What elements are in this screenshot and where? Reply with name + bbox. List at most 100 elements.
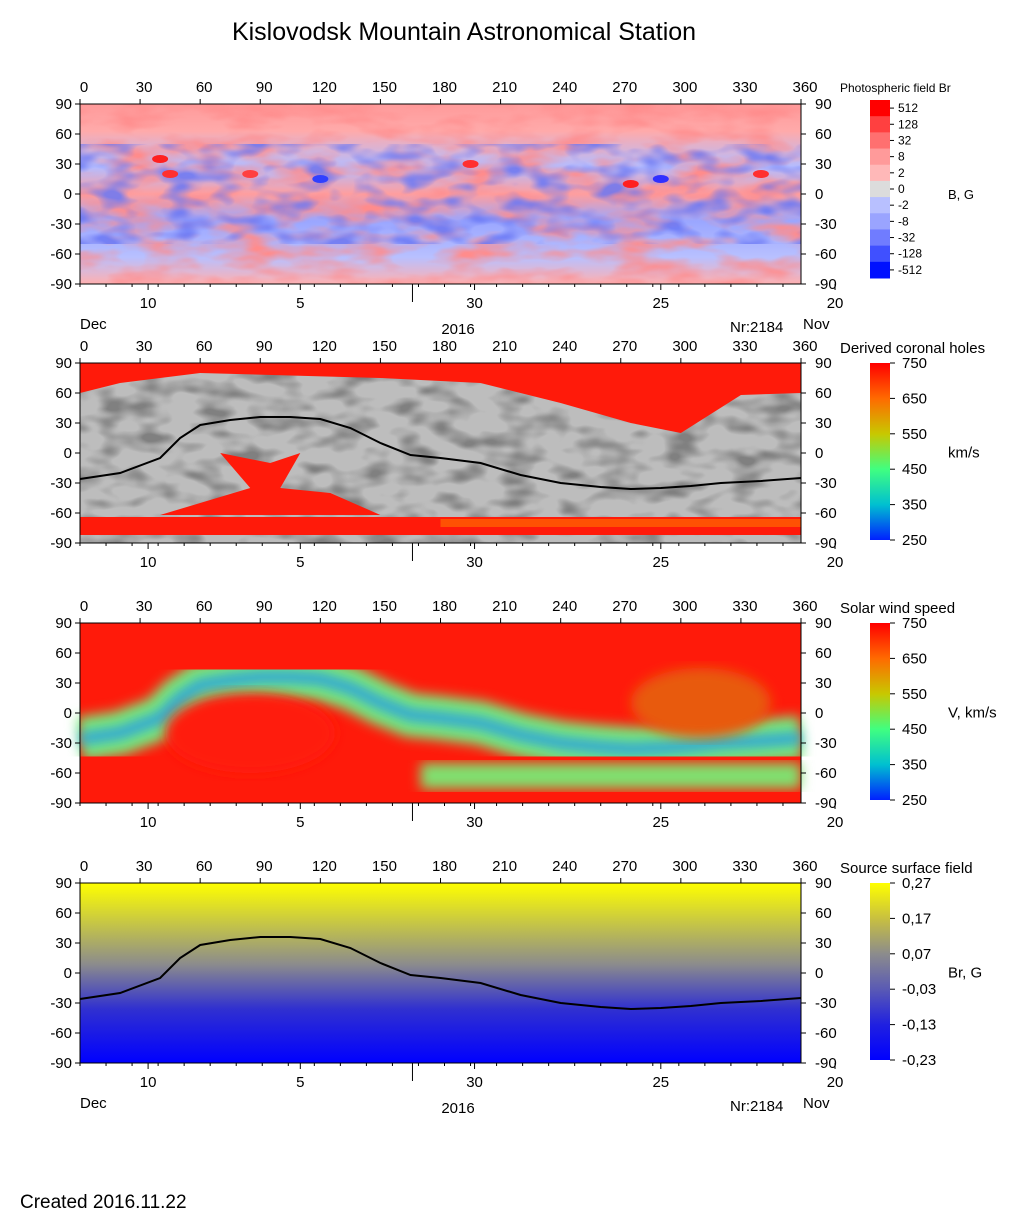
date-tick-label: 30 <box>466 554 483 571</box>
colorbar-tick-label: 550 <box>902 426 927 443</box>
colorbar-tick-label: 450 <box>902 461 927 478</box>
lat-tick-label-left: 90 <box>55 96 72 113</box>
lon-tick-label: 180 <box>432 338 457 355</box>
lon-tick-label: 330 <box>732 858 757 875</box>
date-tick-label: 10 <box>140 554 157 571</box>
date-tick-label: 25 <box>652 295 669 312</box>
colorbar-segment <box>870 229 890 247</box>
lat-tick-label-left: -90 <box>50 535 72 552</box>
colorbar-tick-label: 0 <box>898 182 905 196</box>
lon-tick-label: 30 <box>136 79 153 96</box>
lon-tick-label: 30 <box>136 598 153 615</box>
lat-tick-label-right: 0 <box>815 186 823 203</box>
lat-tick-label-right: 90 <box>815 875 832 892</box>
date-tick-label: 5 <box>296 295 304 312</box>
right-month-label: Nov <box>803 316 830 333</box>
lon-tick-label: 300 <box>672 338 697 355</box>
lon-tick-label: 360 <box>792 598 817 615</box>
colorbar-gradient <box>870 363 890 540</box>
page-title: Kislovodsk Mountain Astronomical Station <box>231 18 697 46</box>
photospheric-negative-patches <box>80 144 801 244</box>
lat-tick-label-left: 0 <box>64 186 72 203</box>
lon-tick-label: 300 <box>672 79 697 96</box>
lon-tick-label: 240 <box>552 338 577 355</box>
rotation-label: Nr:2184 <box>730 319 783 336</box>
lon-tick-label: 150 <box>372 79 397 96</box>
colorbar-unit: km/s <box>948 445 980 462</box>
lat-tick-label-left: 90 <box>55 615 72 632</box>
equatorial-fast-stream <box>165 693 336 773</box>
lat-tick-label-left: 0 <box>64 705 72 722</box>
year-label: 2016 <box>441 321 474 338</box>
lon-tick-label: 150 <box>372 338 397 355</box>
date-tick-label: 20 <box>827 295 844 312</box>
lat-tick-label-right: 60 <box>815 385 832 402</box>
lon-tick-label: 0 <box>80 79 88 96</box>
active-region <box>652 175 669 183</box>
lon-tick-label: 90 <box>256 598 273 615</box>
lat-tick-label-left: -30 <box>50 735 72 752</box>
neutral-line <box>79 936 802 1011</box>
lat-tick-label-left: 0 <box>64 445 72 462</box>
date-tick-label: 10 <box>140 1074 157 1091</box>
lat-tick-label-left: 30 <box>55 415 72 432</box>
colorbar-tick-label: 8 <box>898 150 905 164</box>
lon-tick-label: 0 <box>80 858 88 875</box>
colorbar-tick-label: 512 <box>898 101 918 115</box>
colorbar-unit: V, km/s <box>948 705 997 722</box>
colorbar-tick-label: 650 <box>902 390 927 407</box>
lat-tick-label-right: -30 <box>815 735 837 752</box>
colorbar-segment <box>870 213 890 230</box>
lon-tick-label: 240 <box>552 858 577 875</box>
date-tick-label: 30 <box>466 1074 483 1091</box>
colorbar-tick-label: 0,17 <box>902 910 931 927</box>
lon-tick-label: 30 <box>136 338 153 355</box>
lon-tick-label: 330 <box>732 598 757 615</box>
lat-tick-label-left: 60 <box>55 905 72 922</box>
colorbar-tick-label: 750 <box>902 355 927 372</box>
colorbar-title: Source surface field <box>840 860 973 877</box>
lat-tick-label-right: 30 <box>815 156 832 173</box>
colorbar-tick-label: 350 <box>902 497 927 514</box>
colorbar-tick-label: 550 <box>902 686 927 703</box>
lon-tick-label: 60 <box>196 858 213 875</box>
lat-tick-label-right: -30 <box>815 475 837 492</box>
lon-tick-label: 90 <box>256 338 273 355</box>
lat-tick-label-right: 60 <box>815 645 832 662</box>
lat-tick-label-right: -30 <box>815 216 837 233</box>
lat-tick-label-left: 60 <box>55 385 72 402</box>
colorbar-segment <box>870 164 890 182</box>
lat-tick-label-left: -60 <box>50 505 72 522</box>
colorbar-tick-label: -0,23 <box>902 1052 936 1069</box>
right-month-label: Nov <box>803 1095 830 1112</box>
active-region <box>622 180 639 188</box>
lat-tick-label-right: 90 <box>815 615 832 632</box>
active-region <box>162 170 179 178</box>
colorbar-segment <box>870 197 890 214</box>
lon-tick-label: 150 <box>372 598 397 615</box>
equatorial-coronal-hole <box>160 453 381 515</box>
lat-tick-label-right: -60 <box>815 765 837 782</box>
colorbar-tick-label: -32 <box>898 231 916 245</box>
colorbar-tick-label: 650 <box>902 650 927 667</box>
lat-tick-label-left: 60 <box>55 645 72 662</box>
created-label: Created 2016.11.22 <box>20 1192 187 1213</box>
lon-tick-label: 300 <box>672 598 697 615</box>
lon-tick-label: 210 <box>492 79 517 96</box>
lon-tick-label: 90 <box>256 79 273 96</box>
date-tick-label: 30 <box>466 814 483 831</box>
colorbar-title: Solar wind speed <box>840 600 955 617</box>
lat-tick-label-left: 60 <box>55 126 72 143</box>
lon-tick-label: 0 <box>80 598 88 615</box>
active-region <box>152 155 169 163</box>
date-tick-label: 20 <box>827 554 844 571</box>
colorbar-gradient <box>870 883 890 1060</box>
lat-tick-label-right: -60 <box>815 1025 837 1042</box>
lon-tick-label: 90 <box>256 858 273 875</box>
colorbar-segment <box>870 148 890 166</box>
colorbar-segment <box>870 132 890 150</box>
colorbar-gradient <box>870 623 890 800</box>
